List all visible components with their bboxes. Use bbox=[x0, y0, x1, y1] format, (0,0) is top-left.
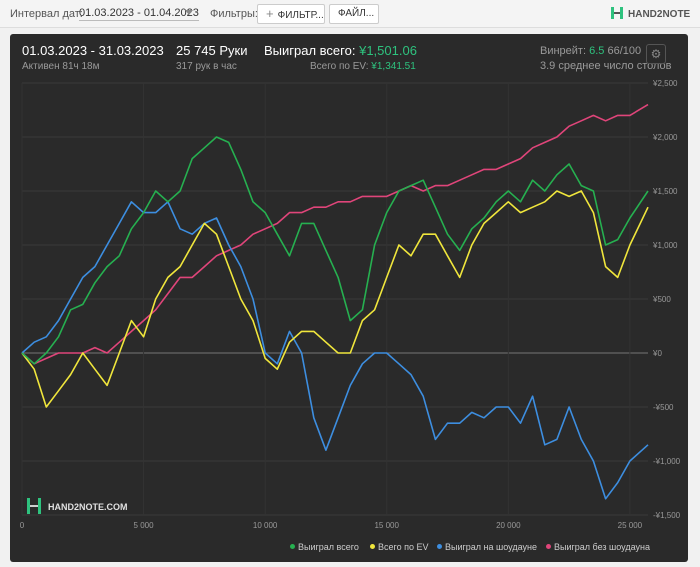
legend-dot-icon bbox=[546, 544, 551, 549]
winrate-label: Винрейт: bbox=[540, 45, 587, 57]
y-tick-label: -¥500 bbox=[653, 403, 674, 412]
winrate: Винрейт: 6.5 66/100 bbox=[540, 45, 641, 57]
legend-won-label: Выиграл всего bbox=[298, 542, 359, 552]
watermark-logo-icon-right bbox=[38, 498, 41, 514]
legend-showdown-label: Выиграл на шоудауне bbox=[445, 542, 537, 552]
x-tick-label: 10 000 bbox=[253, 521, 278, 530]
x-tick-label: 15 000 bbox=[374, 521, 399, 530]
hands-per-hour: 317 рук в час bbox=[176, 61, 237, 72]
hand2note-logo-icon bbox=[611, 7, 623, 19]
legend-non-showdown-label: Выиграл без шоудауна bbox=[554, 542, 650, 552]
legend-won[interactable]: Выиграл всего bbox=[290, 542, 359, 552]
file-button[interactable]: ФАЙЛ... bbox=[329, 4, 379, 24]
legend-dot-icon bbox=[370, 544, 375, 549]
legend-dot-icon bbox=[290, 544, 295, 549]
x-tick-label: 5 000 bbox=[134, 521, 155, 530]
x-tick-label: 0 bbox=[20, 521, 25, 530]
brand-logo-text: HAND2NOTE bbox=[628, 9, 691, 20]
file-button-label: ФАЙЛ... bbox=[338, 8, 375, 19]
average-tables: 3.9 среднее число столов bbox=[540, 60, 672, 72]
ev-total-line bbox=[21, 190, 649, 408]
y-tick-label: -¥1,500 bbox=[653, 511, 681, 520]
non-showdown-line bbox=[21, 103, 649, 365]
y-axis: ¥2,500 ¥2,000 ¥1,500 ¥1,000 ¥500 ¥0 -¥500 -¥1,0… bbox=[652, 79, 681, 520]
y-tick-label: ¥1,000 bbox=[652, 241, 678, 250]
series-lines bbox=[21, 103, 649, 500]
won-total-value: ¥1,501.06 bbox=[359, 43, 417, 58]
legend-ev-label: Всего по EV bbox=[378, 542, 429, 552]
ev-total-label: Всего по EV: bbox=[310, 61, 369, 72]
period-range: 01.03.2023 - 31.03.2023 bbox=[22, 43, 164, 58]
y-tick-label: ¥2,500 bbox=[652, 79, 678, 88]
watermark-logo: HAND2NOTE.COM bbox=[27, 498, 128, 514]
x-axis: 0 5 000 10 000 15 000 20 000 25 000 bbox=[20, 521, 643, 530]
toolbar: Интервал дат: 01.03.2023 - 01.04.2023 Фи… bbox=[0, 0, 700, 28]
watermark-logo-icon bbox=[27, 498, 30, 514]
active-time: Активен 81ч 18м bbox=[22, 61, 100, 72]
hands-count: 25 745 Руки bbox=[176, 43, 248, 58]
ev-total-value: ¥1,341.51 bbox=[371, 61, 416, 72]
profit-graph: ¥2,500 ¥2,000 ¥1,500 ¥1,000 ¥500 ¥0 -¥500 -¥1,0… bbox=[20, 79, 681, 530]
watermark-text: HAND2NOTE.COM bbox=[48, 502, 128, 512]
add-filter-button[interactable]: + ФИЛЬТР... bbox=[257, 4, 325, 24]
results-panel bbox=[10, 34, 688, 562]
watermark-logo-bar bbox=[30, 505, 38, 507]
x-tick-label: 25 000 bbox=[618, 521, 643, 530]
winrate-value: 6.5 bbox=[589, 45, 605, 57]
legend-non-showdown[interactable]: Выиграл без шоудауна bbox=[546, 542, 650, 552]
date-interval-label: Интервал дат: bbox=[10, 8, 83, 20]
legend-ev[interactable]: Всего по EV bbox=[370, 542, 428, 552]
chevron-down-icon[interactable] bbox=[185, 10, 193, 15]
y-tick-label: -¥1,000 bbox=[653, 457, 681, 466]
grid bbox=[21, 82, 648, 516]
won-total-label: Выиграл всего: bbox=[264, 43, 356, 58]
y-tick-label: ¥0 bbox=[652, 349, 662, 358]
ev-total: Всего по EV: ¥1,341.51 bbox=[310, 61, 416, 72]
winrate-suffix: 66/100 bbox=[607, 45, 642, 57]
y-tick-label: ¥500 bbox=[652, 295, 671, 304]
legend-dot-icon bbox=[437, 544, 442, 549]
add-filter-label: ФИЛЬТР... bbox=[277, 10, 324, 21]
y-tick-label: ¥1,500 bbox=[652, 187, 678, 196]
x-tick-label: 20 000 bbox=[496, 521, 521, 530]
y-tick-label: ¥2,000 bbox=[652, 133, 678, 142]
plus-icon: + bbox=[266, 6, 274, 21]
won-total-line bbox=[21, 136, 649, 365]
filters-label: Фильтры: bbox=[210, 8, 258, 20]
date-range-selector[interactable]: 01.03.2023 - 01.04.2023 bbox=[79, 7, 199, 21]
legend-showdown[interactable]: Выиграл на шоудауне bbox=[437, 542, 537, 552]
showdown-line bbox=[21, 201, 649, 500]
gear-icon[interactable]: ⚙ bbox=[646, 44, 666, 64]
won-total: Выиграл всего: ¥1,501.06 bbox=[264, 43, 417, 58]
